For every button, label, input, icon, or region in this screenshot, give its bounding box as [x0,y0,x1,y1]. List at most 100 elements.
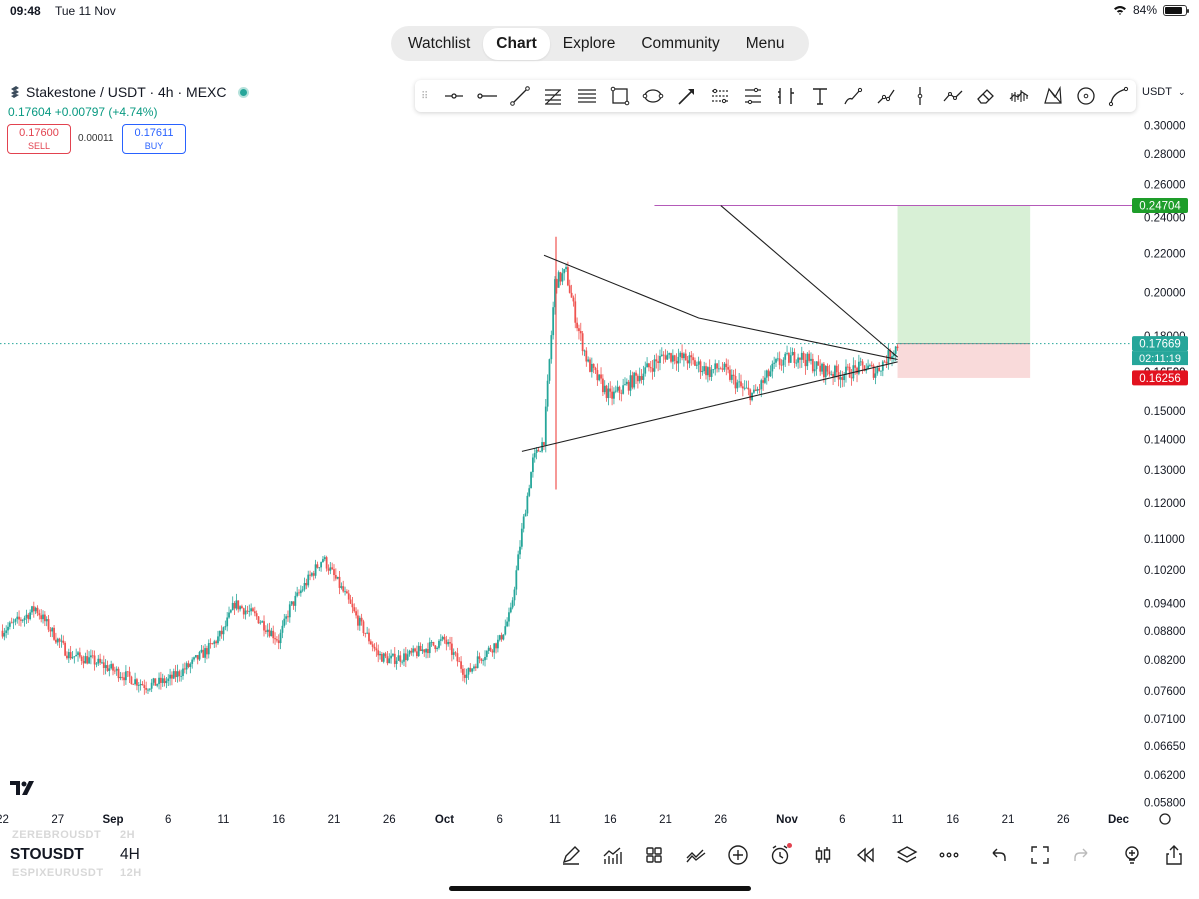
tab-chart[interactable]: Chart [483,27,550,60]
date-range-tool[interactable] [703,81,736,111]
toolbar-grip-icon[interactable]: ⠿ [421,90,428,102]
alert-badge [787,843,792,848]
candle-body [519,546,521,555]
tab-watchlist[interactable]: Watchlist [408,34,471,52]
candle-body [311,573,313,576]
redo-button[interactable] [1069,842,1095,868]
candle-body [885,361,888,364]
triangle-lower-line [521,361,898,452]
fullscreen-button[interactable] [1027,842,1053,868]
y-tick-label: 0.06650 [1144,741,1186,753]
add-button[interactable] [725,842,751,868]
candle-body [865,369,868,371]
circle-tool[interactable] [1069,81,1102,111]
ideas-button[interactable] [1119,842,1145,868]
currency-selector[interactable]: USDT ⌄ [1140,81,1198,103]
price-range-tool[interactable] [737,81,770,111]
triangle-upper-line [543,254,898,361]
drawing-button[interactable] [558,842,584,868]
tab-explore[interactable]: Explore [562,34,616,52]
volume-profile-tool[interactable] [1003,81,1036,111]
tab-menu[interactable]: Menu [745,34,785,52]
y-tick-label: 0.08200 [1144,655,1186,667]
candle-body [148,688,151,690]
polyline-tool[interactable] [936,81,969,111]
candle-body [559,272,562,282]
candle-body [554,279,556,308]
x-tick-label: 26 [714,814,727,826]
candle-body [80,656,83,661]
layouts-button[interactable] [641,842,667,868]
curve-tool[interactable] [1103,81,1136,111]
candle-body [113,670,116,672]
candle-body [163,678,166,684]
candle-body [482,660,485,662]
candle-body [237,600,240,610]
horizontal-ray-tool[interactable] [470,81,503,111]
candle-body [226,617,229,627]
layers-button[interactable] [894,842,920,868]
candle-body [806,353,809,367]
replay-button[interactable] [852,842,878,868]
alerts-button[interactable] [767,842,793,868]
candle-body [252,608,254,612]
cursor-dot-tool[interactable] [437,81,470,111]
candle-body [530,472,532,489]
compare-button[interactable] [683,842,709,868]
candle-body [257,616,260,624]
trend-line-tool[interactable] [504,81,537,111]
candle-body [380,653,383,662]
candle-body [419,645,422,652]
tab-community[interactable]: Community [641,34,720,52]
candle-body [344,591,346,593]
path-tool[interactable] [870,81,903,111]
undo-button[interactable] [985,842,1011,868]
bottom-timeframe[interactable]: 4H [120,846,140,863]
ellipse-tool[interactable] [637,81,670,111]
symbol-header[interactable]: Stakestone / USDT · 4h · MEXC [8,84,250,100]
candle-body [194,655,197,658]
candle-body [896,346,899,349]
x-tick-label: 16 [604,814,617,826]
brush-tool[interactable] [836,81,869,111]
buy-button[interactable]: 0.17611 BUY [122,124,186,154]
candle-body [305,582,308,586]
y-tick-label: 0.13000 [1144,465,1186,477]
rectangle-tool[interactable] [603,81,636,111]
more-button[interactable] [936,842,962,868]
y-tick-label: 0.15000 [1144,406,1186,418]
y-tick-label: 0.10200 [1144,565,1186,577]
candle-body [585,350,588,362]
eraser-tool[interactable] [970,81,1003,111]
text-tool[interactable] [803,81,836,111]
chart-type-button[interactable] [810,842,836,868]
indicators-button[interactable] [599,842,625,868]
sell-button[interactable]: 0.17600 SELL [7,124,71,154]
candle-body [657,361,660,363]
xabcd-pattern-tool[interactable] [1036,81,1069,111]
candle-body [841,377,844,381]
candle-body [316,564,319,568]
share-button[interactable] [1161,842,1187,868]
candle-body [292,601,295,606]
candle-body [563,269,566,274]
vertical-line-tool[interactable] [903,81,936,111]
candle-body [570,292,573,298]
price-chart[interactable]: 0.30000 0.28000 0.26000 0.24000 0.22000 0.200… [0,0,1199,830]
candle-body [513,589,516,601]
fib-retracement-tool[interactable] [537,81,570,111]
parallel-channel-tool[interactable] [570,81,603,111]
candle-body [408,650,411,655]
candle-body [491,650,494,653]
spread-value: 0.00011 [78,133,114,144]
x-tick-label: 26 [383,814,396,826]
long-position-tool[interactable] [770,81,803,111]
candle-body [660,354,663,356]
candle-body [268,629,271,637]
candle-body [49,629,52,632]
candle-body [891,356,893,359]
x-tick-label: 16 [272,814,285,826]
bottom-symbol[interactable]: STOUSDT [10,846,84,863]
tradingview-logo[interactable] [10,780,38,800]
arrow-line-tool[interactable] [670,81,703,111]
